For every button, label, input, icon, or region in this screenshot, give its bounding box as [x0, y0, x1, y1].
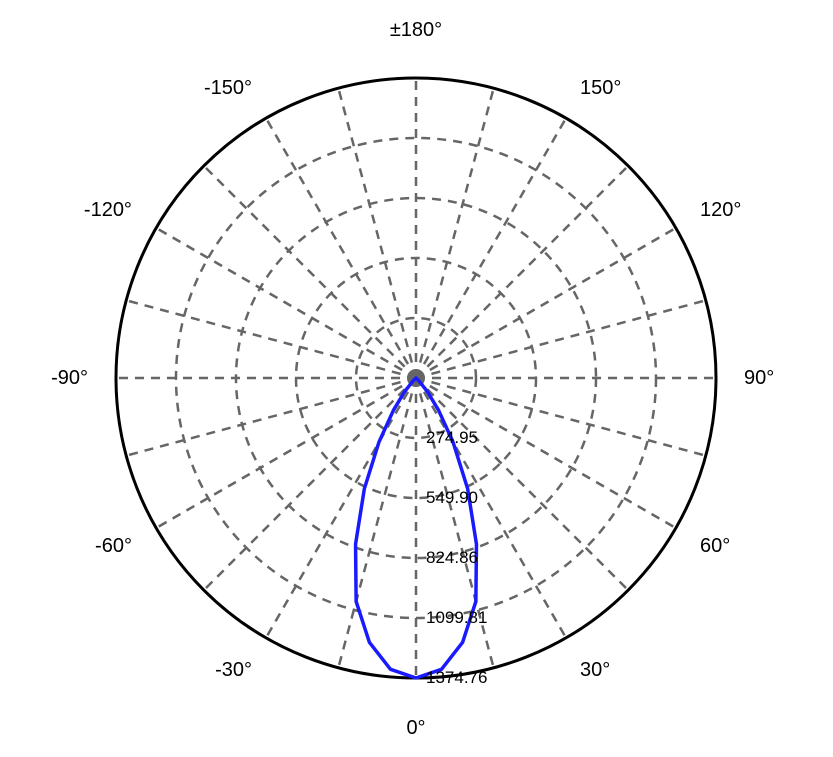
grid-spoke — [416, 166, 628, 378]
grid-spoke — [338, 88, 416, 378]
grid-spoke — [266, 378, 416, 638]
angle-label: 120° — [700, 199, 741, 221]
angle-label: ±180° — [390, 19, 442, 41]
grid-spoke — [266, 118, 416, 378]
angle-label: -30° — [215, 659, 252, 681]
grid-spoke — [416, 300, 706, 378]
grid-spoke — [204, 378, 416, 590]
angle-label: -120° — [84, 199, 132, 221]
angle-label: -150° — [204, 77, 252, 99]
angle-label: -60° — [95, 535, 132, 557]
angle-label: -90° — [51, 367, 88, 389]
angle-label: 90° — [744, 367, 774, 389]
radial-label: 1099.81 — [426, 608, 487, 627]
grid-spoke — [204, 166, 416, 378]
radial-label: 549.90 — [426, 488, 478, 507]
grid-spoke — [416, 88, 494, 378]
angle-label: 150° — [580, 77, 621, 99]
grid-spoke — [416, 118, 566, 378]
angle-label: 0° — [406, 717, 425, 739]
grid-spoke — [338, 378, 416, 668]
grid-spoke — [126, 378, 416, 456]
radial-label: 1374.76 — [426, 668, 487, 687]
radial-label: 824.86 — [426, 548, 478, 567]
angle-label: 30° — [580, 659, 610, 681]
grid-spoke — [126, 300, 416, 378]
grid-spoke — [416, 228, 676, 378]
polar-chart-container: 0° 30° 60° 90° 120° 150° ±180° -150° -120° -90° -6… — [0, 0, 833, 757]
grid-spoke — [156, 228, 416, 378]
angle-label: 60° — [700, 535, 730, 557]
polar-chart-svg: 0° 30° 60° 90° 120° 150° ±180° -150° -120° -90° -6… — [0, 0, 833, 757]
grid-spoke — [416, 378, 566, 638]
radial-label: 274.95 — [426, 428, 478, 447]
